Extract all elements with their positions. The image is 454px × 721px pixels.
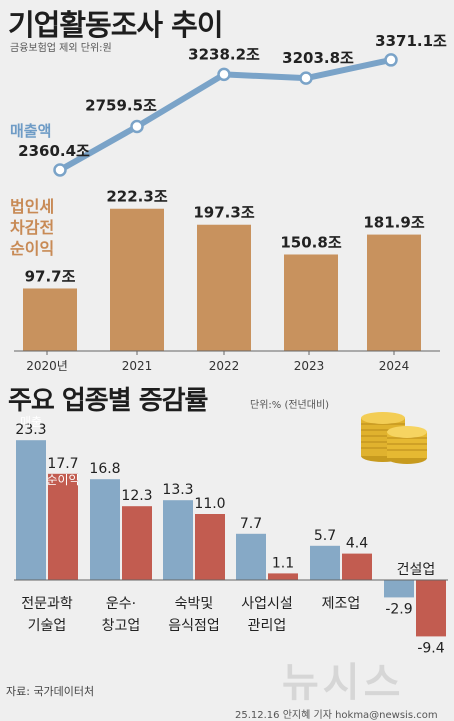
industry-category-label: 사업시설 (241, 596, 293, 612)
coin-stack-icon (361, 412, 427, 464)
revenue-value-label: 3371.1조 (375, 32, 447, 50)
industry-category-label: 제조업 (322, 596, 361, 612)
x-axis-tick-label: 2023 (294, 359, 325, 373)
x-axis-tick-label: 2020년 (26, 359, 68, 373)
net-profit-bar (110, 208, 164, 351)
industry-profit-bar (195, 514, 225, 580)
net-profit-bar (284, 254, 338, 351)
industry-category-label: 건설업 (397, 562, 436, 578)
industry-revenue-bar (163, 500, 193, 580)
net-profit-value-label: 222.3조 (106, 188, 167, 206)
byline: 25.12.16 안지혜 기자 hokma@newsis.com (235, 710, 438, 721)
industry-profit-bar (268, 573, 298, 580)
industry-category-label: 기술업 (28, 618, 67, 634)
industry-profit-value-label: -9.4 (417, 640, 444, 656)
x-axis-tick-label: 2024 (379, 359, 410, 373)
industry-profit-value-label: 17.7 (47, 456, 78, 472)
revenue-series-label: 매출액 (10, 122, 52, 140)
legend-revenue-label: 매출 (20, 415, 42, 429)
net-profit-value-label: 197.3조 (193, 204, 254, 222)
industry-revenue-value-label: 13.3 (162, 482, 193, 498)
revenue-point (384, 53, 398, 67)
revenue-value-label: 3238.2조 (188, 45, 260, 63)
revenue-point (299, 71, 313, 85)
industry-revenue-bar (236, 533, 266, 580)
legend-profit-label: 순이익 (46, 473, 79, 487)
industry-revenue-bar (16, 440, 46, 580)
net-profit-value-label: 181.9조 (363, 214, 424, 232)
industry-profit-value-label: 4.4 (346, 536, 368, 552)
x-axis-tick-label: 2021 (122, 359, 153, 373)
industry-profit-value-label: 11.0 (194, 496, 225, 512)
net-profit-label-line: 순이익 (10, 239, 55, 258)
industry-profit-bar (342, 553, 372, 580)
net-profit-label-line: 법인세 (10, 197, 55, 216)
industry-category-label: 창고업 (102, 618, 141, 634)
x-axis-tick-label: 2022 (209, 359, 240, 373)
revenue-point (53, 163, 67, 177)
industry-revenue-value-label: 7.7 (240, 516, 262, 532)
revenue-value-label: 2360.4조 (18, 142, 90, 160)
unit-note: 금융보험업 제외 단위:원 (10, 43, 112, 54)
net-profit-value-label: 150.8조 (280, 233, 341, 251)
net-profit-bar (23, 288, 77, 351)
revenue-point (217, 67, 231, 82)
watermark: 뉴시스 (282, 660, 405, 706)
industry-profit-value-label: 12.3 (121, 488, 152, 504)
industry-category-label: 음식점업 (168, 618, 220, 634)
net-profit-series-label: 법인세 차감전 순이익 (10, 196, 54, 259)
industry-revenue-bar (384, 580, 414, 598)
section-title: 주요 업종별 증감률 (8, 386, 208, 416)
industry-revenue-value-label: 23.3 (15, 422, 46, 438)
revenue-point (130, 119, 144, 134)
industry-revenue-value-label: 16.8 (89, 461, 120, 477)
industry-revenue-value-label: 5.7 (314, 528, 336, 544)
industry-revenue-value-label: -2.9 (385, 601, 412, 617)
revenue-value-label: 3203.8조 (282, 49, 354, 67)
industry-profit-value-label: 1.1 (272, 555, 294, 571)
industry-category-label: 전문과학 (21, 596, 73, 612)
industry-revenue-bar (310, 545, 340, 580)
industry-profit-bar (416, 580, 446, 637)
industry-category-label: 숙박및 (175, 596, 214, 612)
industry-category-label: 관리업 (248, 618, 287, 634)
net-profit-label-line: 차감전 (10, 218, 55, 237)
trend-chart: 97.7조 222.3조 197.3조 150.8조 181.9조 2020년 2021 20… (14, 32, 447, 373)
industry-profit-bar (122, 506, 152, 580)
source-note: 자료: 국가데이터처 (6, 685, 95, 698)
revenue-value-label: 2759.5조 (85, 97, 157, 115)
net-profit-bar (367, 234, 421, 351)
industry-revenue-bar (90, 479, 120, 580)
net-profit-bar (197, 224, 251, 351)
industry-category-label: 운수· (106, 596, 136, 612)
net-profit-value-label: 97.7조 (25, 267, 76, 285)
section-unit-note: 단위:% (전년대비) (250, 400, 330, 411)
industry-profit-bar (48, 473, 78, 580)
page-title: 기업활동조사 추이 (8, 8, 224, 42)
